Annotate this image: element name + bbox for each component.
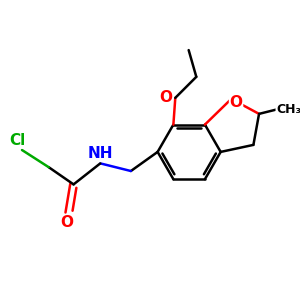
Text: O: O — [230, 95, 243, 110]
Text: NH: NH — [88, 146, 113, 161]
Text: CH₃: CH₃ — [276, 103, 300, 116]
Text: O: O — [159, 90, 172, 105]
Text: O: O — [60, 215, 74, 230]
Text: Cl: Cl — [9, 133, 25, 148]
